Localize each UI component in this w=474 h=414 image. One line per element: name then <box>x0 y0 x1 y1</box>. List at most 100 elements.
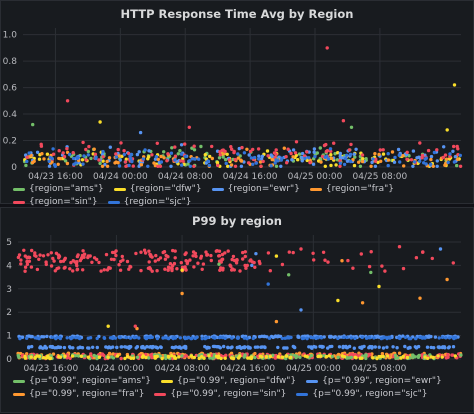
data-point <box>432 346 436 350</box>
data-point <box>328 147 333 151</box>
data-point <box>383 269 387 273</box>
data-point <box>266 282 270 286</box>
data-point <box>129 356 133 360</box>
data-point <box>249 356 254 361</box>
data-point <box>445 277 449 282</box>
legend-item[interactable]: {p="0.99", region="fra"} <box>13 389 144 399</box>
data-point <box>124 335 129 340</box>
legend-item[interactable]: {region="ams"} <box>13 184 104 194</box>
data-point <box>124 157 128 161</box>
data-point <box>230 336 234 340</box>
data-point <box>437 345 441 349</box>
data-point <box>147 356 151 360</box>
data-point <box>300 151 305 156</box>
data-point <box>403 335 408 339</box>
legend-swatch <box>309 187 322 191</box>
data-point <box>109 355 114 359</box>
data-point <box>44 262 48 267</box>
data-point <box>113 161 117 165</box>
data-point <box>49 264 54 268</box>
data-point <box>298 355 302 359</box>
data-point <box>166 152 170 156</box>
data-point <box>330 156 334 161</box>
data-point <box>39 142 43 146</box>
data-point <box>294 355 298 360</box>
data-point <box>206 159 210 163</box>
data-point <box>127 163 131 168</box>
data-point <box>102 353 106 358</box>
data-point <box>155 345 159 350</box>
data-point <box>61 151 65 155</box>
data-point <box>227 158 231 162</box>
legend-item[interactable]: {p="0.99", region="sjc"} <box>296 389 428 399</box>
legend-item[interactable]: {region="fra"} <box>309 184 394 194</box>
data-point <box>183 344 187 349</box>
data-point <box>291 250 295 255</box>
data-point <box>364 157 368 161</box>
data-point <box>100 164 105 168</box>
legend-item[interactable]: {p="0.99", region="ewr"} <box>306 376 442 386</box>
data-point <box>324 149 329 154</box>
data-point <box>71 269 75 273</box>
data-point <box>340 259 344 263</box>
data-point <box>366 335 370 340</box>
data-point <box>276 345 280 350</box>
data-point <box>160 356 164 361</box>
data-point <box>131 356 136 360</box>
data-point <box>107 156 112 160</box>
data-point <box>386 163 390 168</box>
data-point <box>128 336 133 340</box>
data-point <box>446 355 450 359</box>
response-time-chart: 0 0.2 0.4 0.6 0.8 1.0 04/23 16:00 04/24 00:00 04… <box>3 28 463 182</box>
data-point <box>147 149 151 153</box>
data-point <box>169 151 174 155</box>
data-point <box>147 345 152 349</box>
data-point <box>200 336 204 341</box>
data-point <box>178 149 182 153</box>
data-point <box>401 266 406 271</box>
data-point <box>120 154 124 158</box>
data-point <box>322 143 327 148</box>
data-point <box>230 345 234 349</box>
data-point <box>155 269 159 273</box>
data-point <box>242 346 247 350</box>
data-point <box>269 164 273 168</box>
data-point <box>116 147 120 152</box>
data-point <box>381 148 385 152</box>
data-point <box>294 153 298 158</box>
data-point <box>76 354 81 358</box>
data-point <box>314 345 318 349</box>
data-point <box>327 354 331 358</box>
data-point <box>69 336 73 341</box>
legend-item[interactable]: {p="0.99", region="ams"} <box>13 376 151 386</box>
legend-item[interactable]: {region="ewr"} <box>211 184 300 194</box>
data-point <box>19 258 23 262</box>
legend-item[interactable]: {region="sjc"} <box>107 197 192 207</box>
data-point <box>448 152 452 156</box>
data-point <box>234 261 239 265</box>
data-point <box>294 140 299 144</box>
data-point <box>437 336 441 340</box>
legend-item[interactable]: {p="0.99", region="sin"} <box>154 389 286 399</box>
data-point <box>239 346 243 350</box>
data-point <box>104 345 108 349</box>
data-point <box>254 161 258 165</box>
data-point <box>401 154 405 158</box>
legend-item[interactable]: {region="dfw"} <box>113 184 202 194</box>
data-point <box>237 146 241 151</box>
data-point <box>99 269 103 273</box>
data-point <box>260 355 264 359</box>
data-point <box>204 250 208 254</box>
data-point <box>329 149 333 153</box>
data-point <box>81 140 85 145</box>
data-point <box>270 157 274 162</box>
data-point <box>394 356 398 361</box>
legend-item[interactable]: {p="0.99", region="dfw"} <box>161 376 296 386</box>
data-point <box>58 157 63 161</box>
data-point <box>354 147 358 151</box>
data-point <box>29 153 33 158</box>
data-point <box>225 152 229 156</box>
data-point <box>42 335 46 339</box>
data-point <box>37 157 42 161</box>
legend-item[interactable]: {region="sin"} <box>13 197 98 207</box>
